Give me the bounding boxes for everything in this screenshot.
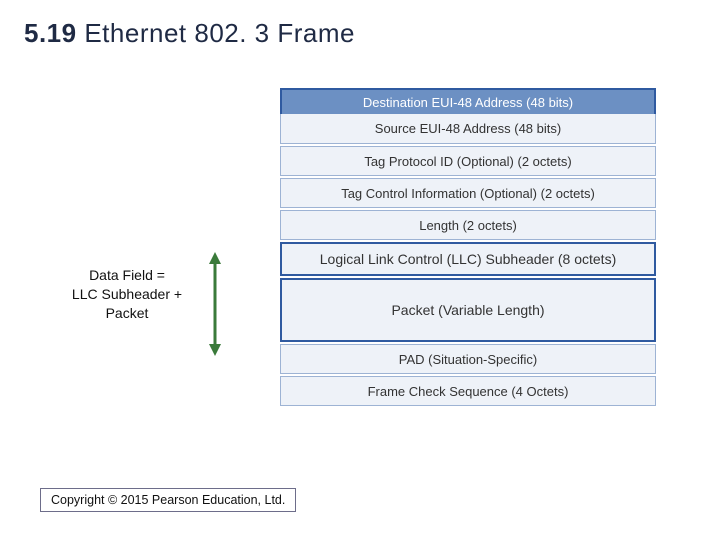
frame-row: Tag Control Information (Optional) (2 oc… — [280, 178, 656, 208]
frame-row: Tag Protocol ID (Optional) (2 octets) — [280, 146, 656, 176]
frame-row: PAD (Situation-Specific) — [280, 344, 656, 374]
title-text: Ethernet 802. 3 Frame — [84, 18, 355, 48]
data-field-label-line2: LLC Subheader + — [52, 285, 202, 304]
double-arrow-icon — [208, 252, 222, 356]
copyright: Copyright © 2015 Pearson Education, Ltd. — [40, 488, 296, 512]
data-field-label-line3: Packet — [52, 304, 202, 323]
frame-row: Source EUI-48 Address (48 bits) — [280, 114, 656, 144]
frame-stack: Destination EUI-48 Address (48 bits) Sou… — [280, 88, 656, 408]
frame-row: Length (2 octets) — [280, 210, 656, 240]
frame-data-field-group: Logical Link Control (LLC) Subheader (8 … — [280, 242, 656, 342]
frame-row: Frame Check Sequence (4 Octets) — [280, 376, 656, 406]
title-number: 5.19 — [24, 18, 77, 48]
frame-header-dest: Destination EUI-48 Address (48 bits) — [280, 88, 656, 114]
data-field-label: Data Field = LLC Subheader + Packet — [52, 266, 202, 323]
frame-rows-group1: Source EUI-48 Address (48 bits)Tag Proto… — [280, 114, 656, 240]
data-field-label-line1: Data Field = — [52, 266, 202, 285]
frame-row-packet: Packet (Variable Length) — [280, 278, 656, 342]
frame-row-llc: Logical Link Control (LLC) Subheader (8 … — [280, 242, 656, 276]
frame-rows-group3: PAD (Situation-Specific)Frame Check Sequ… — [280, 344, 656, 406]
slide-title: 5.19 Ethernet 802. 3 Frame — [24, 18, 355, 49]
